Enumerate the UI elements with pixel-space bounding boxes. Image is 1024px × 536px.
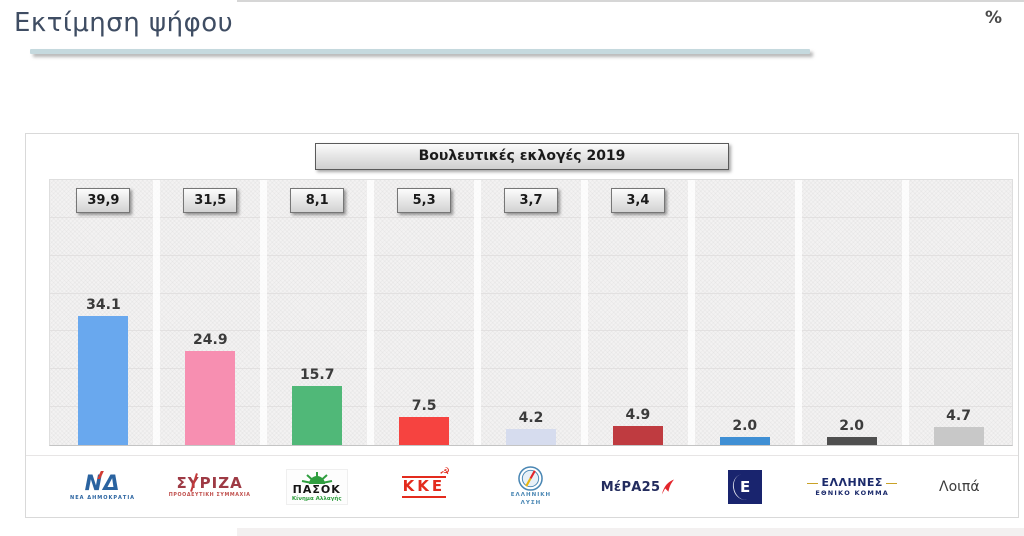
syriza-logo-caption: ΠΡΟΟΔΕΥΤΙΚΗ ΣΥΜΜΑΧΙΑ	[168, 493, 251, 498]
elliniki-lysi-caption-line1: ΕΛΛΗΝΙΚΗ	[510, 492, 552, 499]
bar-value-label: 2.0	[839, 418, 865, 435]
party-logo-nea-dimokratia: ΝΔ ΝΕΑ ΔΗΜΟΚΡΑΤΙΑ	[49, 459, 156, 515]
plot-area: 34.1 24.9 15.7 7.5 4.2 4.9 2.0 2.0 4.7 39,9 31,5 8,…	[49, 179, 1013, 446]
party-logo-mera25: ΜέΡΑ25	[584, 459, 691, 515]
gridline	[50, 216, 1012, 218]
compass-icon	[518, 466, 544, 492]
elliniki-lysi-logo-caption: ΕΛΛΗΝΙΚΗ ΛΥΣΗ	[511, 492, 551, 507]
gold-line-left-icon	[807, 482, 819, 484]
pasok-sunburst-icon	[301, 472, 332, 485]
bar-value-label: 4.7	[946, 408, 971, 425]
ellines-logo-caption: ΕΘΝΙΚΟ ΚΟΜΜΑ	[815, 489, 889, 498]
reference-election-header: Βουλευτικές εκλογές 2019	[315, 143, 729, 170]
party-logo-ellines: ΕΛΛΗΝΕΣ ΕΘΝΙΚΟ ΚΟΜΜΑ	[799, 459, 906, 515]
party-logos-row: ΝΔ ΝΕΑ ΔΗΜΟΚΡΑΤΙΑ ΣΥΡΙΖΑ ΠΡΟΟΔΕΥΤΙΚΗ ΣΥΜ…	[49, 459, 1013, 515]
bar-3	[399, 416, 450, 445]
kke-logo-icon: ☭ ΚΚΕ	[401, 464, 452, 498]
mera25-swoosh-icon	[662, 479, 675, 495]
column-separator	[901, 180, 909, 445]
column-separator	[260, 180, 268, 445]
bar-value-label: 7.5	[411, 397, 437, 414]
e-logo-letter: Ε	[739, 478, 751, 496]
bar-8	[933, 427, 984, 445]
reference-value-box: 3,4	[610, 188, 665, 213]
column-separator	[794, 180, 802, 445]
mera25-logo-icon: ΜέΡΑ25	[601, 478, 676, 496]
reference-value-box: 8,1	[290, 188, 345, 213]
gridline	[50, 330, 1012, 332]
bar-4	[506, 429, 556, 445]
reference-value-box: 5,3	[397, 188, 452, 213]
kke-logo-text: ΚΚΕ	[401, 476, 447, 498]
e-logo-curve-icon	[730, 471, 758, 503]
column-separator	[153, 180, 161, 445]
syriza-logo-text: ΣΥΡΙΖΑ	[176, 474, 243, 492]
party-logo-elliniki-lysi: ΕΛΛΗΝΙΚΗ ΛΥΣΗ	[477, 459, 584, 515]
nd-logo-caption: ΝΕΑ ΔΗΜΟΚΡΑΤΙΑ	[70, 495, 136, 501]
nd-logo-text: ΝΔ	[84, 471, 121, 495]
top-decorative-strip	[237, 0, 1024, 2]
party-logo-e-party: Ε	[692, 459, 799, 515]
column-separator	[687, 180, 695, 445]
gridline	[50, 406, 1012, 408]
bar-value-label: 34.1	[86, 296, 121, 313]
column-separator	[367, 180, 375, 445]
party-logo-loipa: Λοιπά	[906, 459, 1013, 515]
gridline	[50, 254, 1012, 256]
title-underline	[30, 49, 810, 54]
mera25-logo-text: ΜέΡΑ25	[600, 479, 661, 495]
column-separator	[474, 180, 482, 445]
bar-7	[826, 437, 877, 445]
ellines-logo-text: ΕΛΛΗΝΕΣ	[821, 475, 883, 489]
bar-value-label: 4.9	[625, 407, 651, 424]
bar-value-label: 2.0	[732, 418, 758, 435]
party-logo-pasok: ΠΑΣΟΚ Κίνημα Αλλαγής	[263, 459, 370, 515]
gridline	[50, 368, 1012, 370]
bottom-decorative-strip	[237, 528, 1024, 536]
gridline	[50, 292, 1012, 294]
party-logo-kke: ☭ ΚΚΕ	[370, 459, 477, 515]
reference-value-box: 31,5	[183, 188, 238, 213]
bar-value-label: 15.7	[299, 366, 335, 383]
party-logo-syriza: ΣΥΡΙΖΑ ΠΡΟΟΔΕΥΤΙΚΗ ΣΥΜΜΑΧΙΑ	[156, 459, 263, 515]
bar-2	[292, 385, 343, 445]
e-square-logo-icon: Ε	[728, 470, 763, 504]
pasok-logo-caption: Κίνημα Αλλαγής	[291, 495, 342, 502]
pasok-logo-icon: ΠΑΣΟΚ Κίνημα Αλλαγής	[285, 469, 348, 505]
hammer-sickle-icon: ☭	[438, 464, 452, 480]
column-separator	[580, 180, 588, 445]
elliniki-lysi-caption-line2: ΛΥΣΗ	[520, 500, 542, 506]
bar-value-label: 24.9	[193, 331, 228, 348]
page-title: Εκτίμηση ψήφου	[14, 8, 234, 38]
bar-5	[612, 426, 663, 445]
unit-label: %	[984, 8, 1002, 28]
nd-logo-icon: ΝΔ	[84, 471, 121, 495]
plot-bottom-rule	[26, 455, 1018, 456]
syriza-logo-icon: ΣΥΡΙΖΑ	[176, 473, 243, 492]
loipa-label: Λοιπά	[939, 479, 980, 495]
pasok-logo-text: ΠΑΣΟΚ	[292, 483, 341, 497]
ellines-logo-icon: ΕΛΛΗΝΕΣ ΕΘΝΙΚΟ ΚΟΜΜΑ	[807, 475, 897, 498]
bar-1	[185, 350, 236, 445]
bar-0	[78, 315, 129, 445]
bar-value-label: 4.2	[518, 410, 544, 427]
gold-line-right-icon	[885, 482, 897, 484]
reference-value-box: 3,7	[504, 188, 558, 213]
reference-value-box: 39,9	[76, 188, 131, 213]
bar-6	[719, 437, 770, 445]
chart-frame: Βουλευτικές εκλογές 2019 34.1 24.9 15.7 7.5…	[25, 133, 1019, 518]
